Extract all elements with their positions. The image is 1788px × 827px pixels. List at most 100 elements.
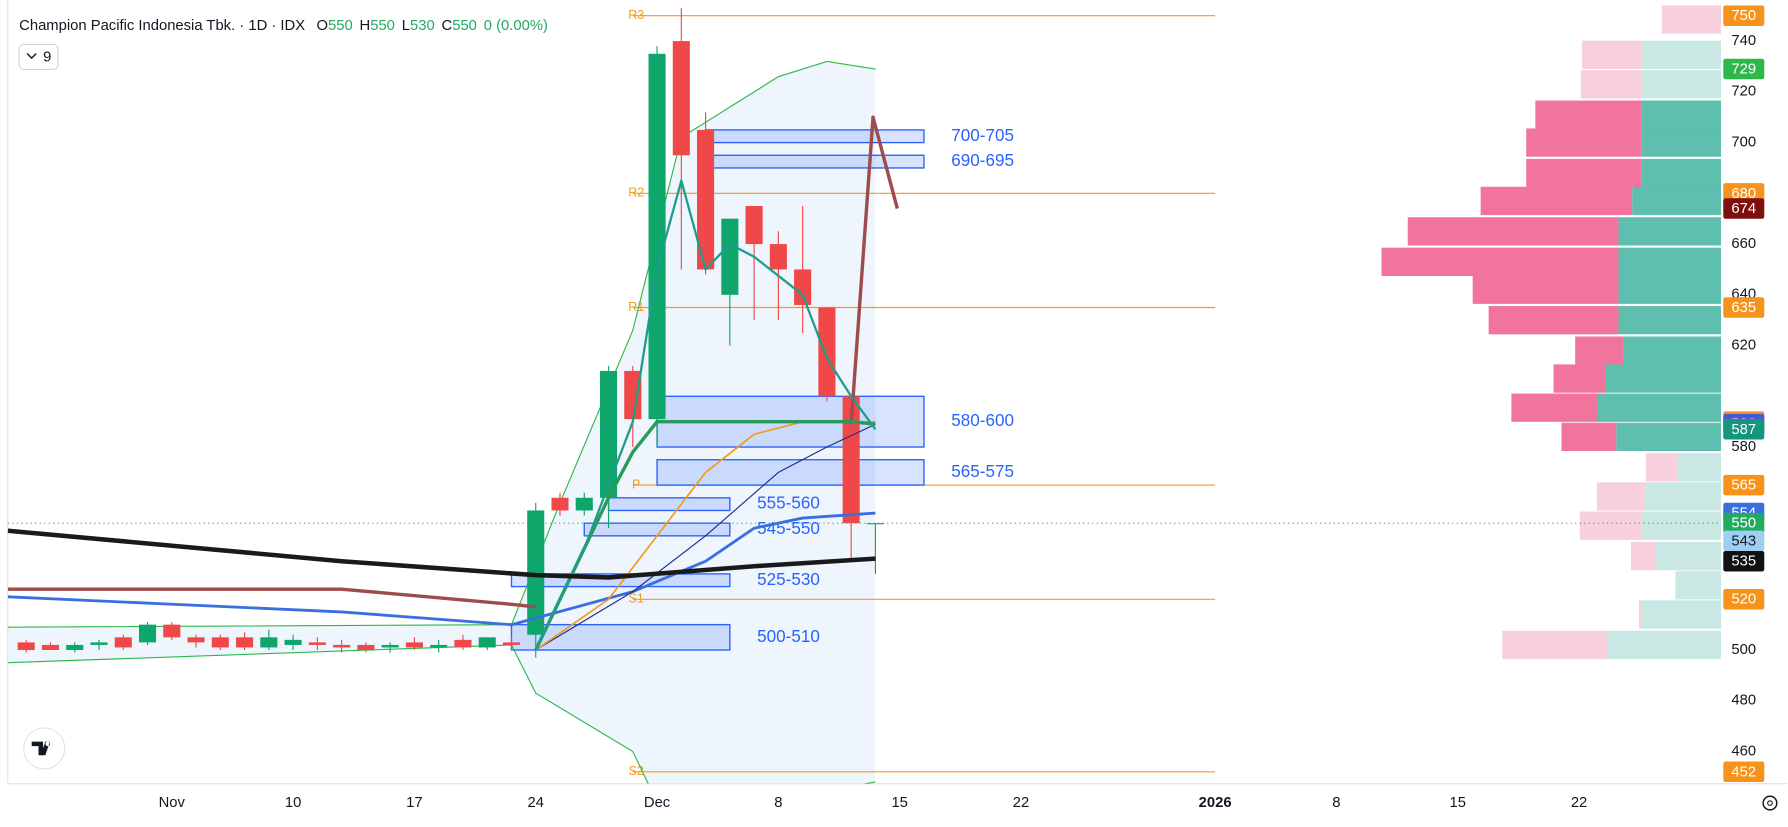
x-tick-label: 22 [1013,795,1029,811]
candle-body [405,642,423,648]
gear-icon[interactable] [1762,795,1778,811]
candle-body [672,41,690,156]
zone-label: 565-575 [951,462,1014,481]
volume-up [1616,422,1721,452]
volume-up [1675,571,1721,600]
volume-up [1677,453,1721,482]
high-value: 550 [370,18,395,34]
volume-down [1645,453,1678,482]
candle-body [114,637,132,648]
candle-body [818,307,836,397]
zone-label: 500-510 [757,627,820,646]
volume-up [1656,541,1721,571]
chevron-icon[interactable] [26,53,37,60]
volume-down [1561,422,1617,452]
candle-body [284,639,302,645]
indicator-count[interactable]: 9 [43,49,51,65]
volume-down [1631,541,1657,571]
candle-body [794,269,812,305]
candle-body [454,639,472,648]
candle-body [308,642,326,645]
toggle-box[interactable] [18,43,59,71]
zone [704,129,925,144]
volume-up [1641,600,1721,629]
zone-label: 525-530 [757,570,820,589]
candle-body [41,644,60,651]
price-label-box [1723,419,1765,440]
candle-body [333,644,351,648]
pivot-label: R2 [628,186,644,200]
indicators-toggle[interactable]: 9 [18,43,59,71]
candle-body [769,244,787,270]
candle-body [163,624,181,638]
indicator-line [7,115,899,609]
zone [656,459,925,486]
settings-button[interactable] [1762,795,1778,811]
volume-down [1553,364,1606,393]
pivot-label: R3 [628,8,644,22]
price-label-box [1723,297,1765,318]
volume-down [1526,158,1642,188]
low-value: 530 [410,18,435,34]
volume-up [1644,482,1721,511]
volume-down [1575,336,1624,365]
low-label: L [402,18,410,34]
indicator-line [7,528,876,580]
candle-body [842,396,860,524]
volume-up [1641,40,1721,69]
y-tick-label: 480 [1731,693,1756,709]
x-tick-label: 8 [774,795,782,811]
volume-down [1661,5,1721,34]
indicator-line [7,511,876,627]
volume-down [1488,306,1619,335]
volume-down [1480,186,1633,216]
candle-body [381,644,399,648]
price-label: 543 [1731,533,1756,549]
indicator-line [534,179,877,651]
volume-up [1641,70,1721,99]
price-label: 750 [1731,8,1756,24]
volume-up [1632,186,1721,216]
price-label-box [1723,5,1765,26]
volume-up [1641,158,1721,188]
price-label: 452 [1731,764,1756,780]
candle-body [527,510,545,635]
candle-body [599,370,618,498]
price-label-box [1723,512,1765,534]
price-label-box [1723,550,1765,572]
price-label-box [1723,530,1765,552]
price-label: 674 [1731,201,1756,217]
symbol: Champion Pacific Indonesia Tbk. · 1D · I… [19,18,305,34]
pivot-label: S1 [629,592,644,606]
zone-label: 555-560 [757,494,820,513]
candle-body [502,642,521,645]
volume-down [1582,40,1642,69]
candle-body [648,53,666,420]
x-tick-label: 17 [406,795,422,811]
candle-body [697,129,715,270]
volume-up [1607,630,1721,660]
close-label: C [442,18,453,34]
candle-body [575,497,593,511]
tradingview-logo[interactable] [23,727,66,770]
y-tick-label: 500 [1731,642,1756,658]
volume-up [1641,100,1721,129]
y-tick-label: 460 [1731,743,1756,759]
logo-mark[interactable] [31,741,50,756]
volume-down [1596,482,1645,511]
y-tick-label: 660 [1731,236,1756,252]
volume-down [1511,393,1598,422]
candle-body [138,624,157,643]
candle-body [721,218,739,295]
x-tick-label: 2026 [1199,795,1232,811]
zone [704,154,925,169]
indicator-line [535,423,876,651]
price-label-box [1723,198,1765,219]
x-tick-label: 24 [528,795,544,811]
price-label: 587 [1731,422,1756,438]
gear-center[interactable] [1767,800,1773,806]
candle-body [211,637,229,648]
